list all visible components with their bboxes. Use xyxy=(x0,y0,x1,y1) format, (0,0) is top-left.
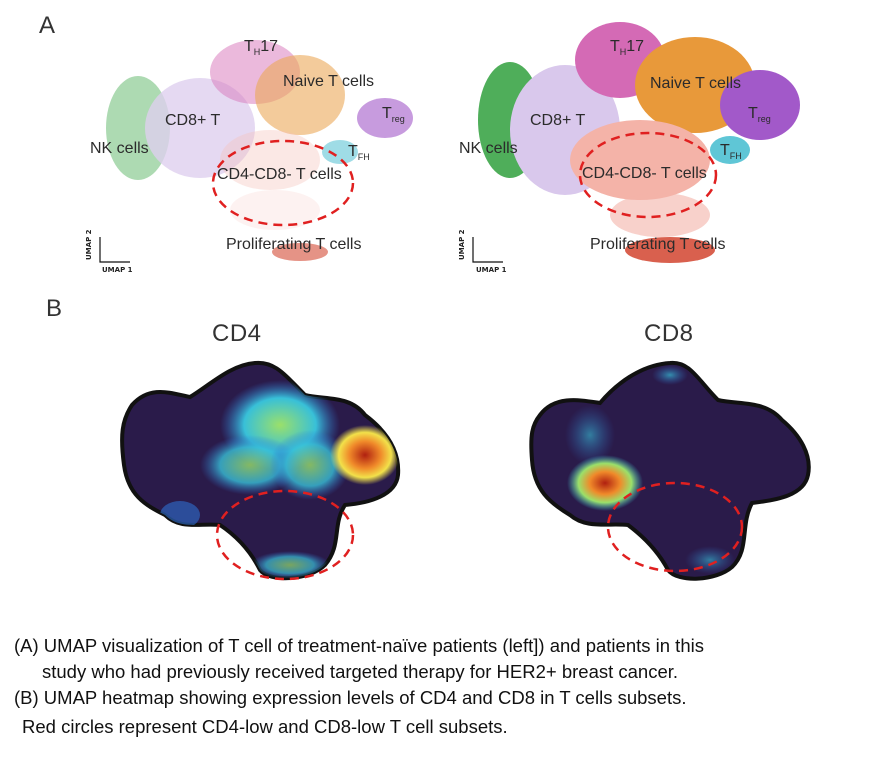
umap-left-scatter xyxy=(99,40,413,263)
label-nk: NK cells xyxy=(459,140,518,157)
axis-x-label: UMAP 1 xyxy=(476,266,507,274)
panel-a-letter: A xyxy=(39,12,56,39)
label-tfh: TFH xyxy=(720,142,742,161)
heatmap-cd4 xyxy=(120,360,401,581)
label-treg: Treg xyxy=(748,105,771,124)
label-naive: Naive T cells xyxy=(650,75,741,92)
label-cd8: CD8+ T xyxy=(165,112,221,129)
caption-line-4: Red circles represent CD4-low and CD8-lo… xyxy=(22,716,508,737)
axis-x-label: UMAP 1 xyxy=(102,266,133,274)
caption-line-2: study who had previously received target… xyxy=(42,661,679,682)
caption-line-3: (B) UMAP heatmap showing expression leve… xyxy=(14,687,687,708)
axis-y-label: UMAP 2 xyxy=(85,229,93,260)
label-nk: NK cells xyxy=(90,140,149,157)
umap-left: TH17 Naive T cells Treg CD8+ T NK cells … xyxy=(0,0,440,300)
label-th17: TH17 xyxy=(610,38,645,57)
label-dn: CD4-CD8- T cells xyxy=(582,165,707,182)
caption-line-1: (A) UMAP visualization of T cell of trea… xyxy=(14,635,704,656)
label-dn: CD4-CD8- T cells xyxy=(217,166,342,183)
panel-b-letter: B xyxy=(46,295,63,322)
heatmap-cd8 xyxy=(529,360,811,581)
label-th17: TH17 xyxy=(244,38,279,57)
label-prolif: Proliferating T cells xyxy=(590,236,726,253)
heatmap-title-cd8: CD8 xyxy=(644,320,694,347)
label-cd8: CD8+ T xyxy=(530,112,586,129)
label-naive: Naive T cells xyxy=(283,73,374,90)
heatmap-title-cd4: CD4 xyxy=(212,320,262,347)
label-tfh: TFH xyxy=(348,143,370,162)
axis-y-label: UMAP 2 xyxy=(458,229,466,260)
umap-right-scatter xyxy=(472,22,800,263)
label-treg: Treg xyxy=(382,105,405,124)
umap-right: TH17 Naive T cells Treg CD8+ T NK cells … xyxy=(440,0,879,300)
label-prolif: Proliferating T cells xyxy=(226,236,362,253)
